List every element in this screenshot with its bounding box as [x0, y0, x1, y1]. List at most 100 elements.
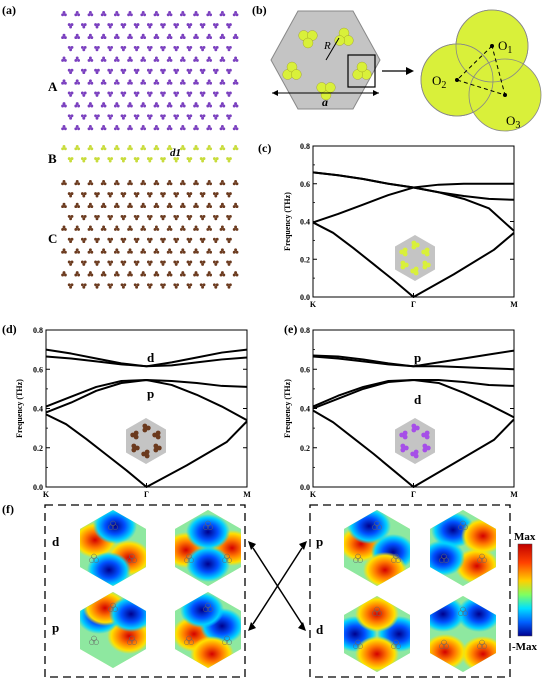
lattice-dot: [201, 194, 205, 198]
inset-e-hex: [395, 418, 435, 464]
lattice-dot: [120, 23, 124, 27]
lattice-dot: [219, 81, 223, 85]
lattice-dot: [194, 33, 198, 37]
lattice-dot: [199, 214, 203, 218]
lattice-dot: [154, 271, 158, 275]
lattice-dot: [160, 260, 164, 264]
colorbar-max-label: Max: [514, 531, 536, 543]
lattice-dot: [88, 124, 92, 128]
lattice-dot: [215, 157, 219, 161]
lattice-dot: [108, 25, 112, 29]
lattice-dot: [69, 93, 73, 97]
lattice-dot: [113, 127, 117, 131]
arrowhead-1: [248, 541, 256, 550]
lattice-dot: [116, 250, 120, 254]
lattice-dot: [90, 250, 94, 254]
lattice-dot: [135, 159, 139, 163]
lattice-dot: [235, 127, 239, 131]
lattice-dot: [149, 91, 153, 95]
lattice-dot: [121, 71, 125, 75]
lattice-dot: [182, 147, 186, 151]
lattice-dot: [153, 227, 157, 231]
lattice-dot: [115, 56, 119, 60]
lattice-dot: [128, 33, 132, 37]
lattice-dot: [75, 102, 79, 106]
lattice-dot: [75, 202, 79, 206]
lattice-dot: [103, 205, 107, 209]
lattice-dot: [222, 147, 226, 151]
lattice-dot: [74, 205, 78, 209]
lattice-dot: [214, 159, 218, 163]
lattice-dot: [169, 36, 173, 40]
lattice-dot: [220, 179, 224, 183]
lattice-dot: [166, 104, 170, 108]
y-tick-label: 0.2: [300, 444, 310, 453]
lattice-dot: [121, 159, 125, 163]
lattice-dot: [115, 102, 119, 106]
lattice-dot: [135, 48, 139, 52]
lattice-dot: [228, 45, 232, 49]
f-left-top-label: d: [52, 534, 60, 549]
trimer-outline: [112, 606, 118, 612]
lattice-dot: [156, 81, 160, 85]
lattice-dot: [141, 271, 145, 275]
x-tick-label: Γ: [144, 490, 149, 499]
x-tick-label: K: [310, 490, 317, 499]
lattice-dot: [74, 13, 78, 17]
inset-c: [395, 235, 435, 281]
lattice-dot: [143, 81, 147, 85]
lattice-dot: [123, 68, 127, 72]
lattice-dot: [116, 205, 120, 209]
lattice-dot: [77, 250, 81, 254]
lattice-dot: [176, 114, 180, 118]
lattice-dot: [195, 227, 199, 231]
lattice-dot: [136, 23, 140, 27]
lattice-dot: [128, 225, 132, 229]
lattice-dot: [219, 104, 223, 108]
lattice-dot: [214, 240, 218, 244]
lattice-dot: [69, 116, 73, 120]
left-mode-box: [44, 504, 246, 678]
lattice-dot: [199, 23, 203, 27]
lattice-dot: [87, 250, 91, 254]
zoom-box: [347, 54, 376, 88]
lattice-dot: [148, 285, 152, 289]
lattice-dot: [90, 58, 94, 62]
triangle-O1O2O3: [456, 45, 506, 96]
lattice-dot: [182, 250, 186, 254]
x-tick-label: M: [510, 490, 518, 499]
inset-d-hex: [126, 418, 166, 464]
lattice-dot: [136, 157, 140, 161]
interface-label: d1: [170, 147, 181, 159]
lattice-dot: [135, 217, 139, 221]
lattice-dot: [219, 205, 223, 209]
lattice-dot: [160, 157, 164, 161]
inset-dot: [411, 427, 417, 433]
lattice-dot: [161, 25, 165, 29]
lattice-dot: [228, 283, 232, 287]
lattice-dot: [115, 79, 119, 83]
lattice-dot: [61, 205, 65, 209]
lattice-dot: [148, 262, 152, 266]
trimer-outline: [89, 557, 95, 563]
O1-label: O1: [498, 38, 512, 56]
lattice-dot: [67, 237, 71, 241]
band-line-4: [312, 171, 514, 189]
right-mode-box: [309, 504, 511, 678]
lattice-dot: [110, 23, 114, 27]
chart-c: 0.0 0.2 0.4 0.6 0.8 K Γ M Frequency (THz): [283, 142, 518, 309]
lattice-dot: [228, 114, 232, 118]
lattice-dot: [186, 23, 190, 27]
lattice-dot: [102, 144, 106, 148]
lattice-dot: [215, 283, 219, 287]
lattice-dot: [102, 10, 106, 14]
lattice-dot: [82, 25, 86, 29]
d-band-lower-label: p: [147, 386, 154, 401]
lattice-dot: [94, 157, 98, 161]
lattice-dot: [75, 179, 79, 183]
lattice-dot: [83, 23, 87, 27]
lattice-dot: [176, 23, 180, 27]
a-arrow-right-head: [373, 90, 379, 96]
lattice-dot: [113, 250, 117, 254]
y-tick-label: 0.6: [300, 365, 310, 374]
